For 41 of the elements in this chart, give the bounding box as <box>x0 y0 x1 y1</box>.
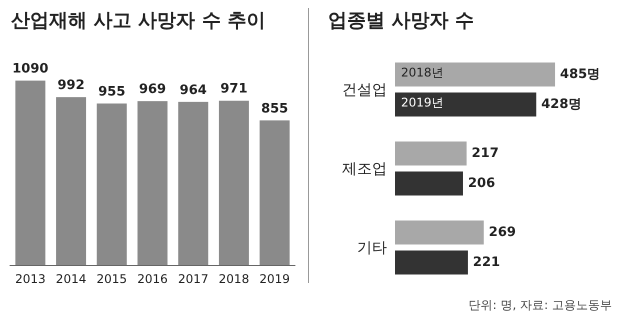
bar <box>395 142 467 166</box>
data-label: 269 <box>488 225 516 240</box>
series-label: 2019년 <box>401 96 444 110</box>
x-tick-label: 2019 <box>259 272 290 286</box>
bar <box>218 100 249 265</box>
data-label: 217 <box>472 146 499 161</box>
data-label: 485명 <box>560 67 600 82</box>
bar <box>96 103 127 265</box>
x-tick-label: 2017 <box>178 272 208 286</box>
y-tick-label: 제조업 <box>342 160 387 178</box>
data-label: 221 <box>472 255 500 270</box>
bar <box>395 250 468 274</box>
data-label: 971 <box>220 82 248 97</box>
x-tick-label: 2013 <box>15 272 46 286</box>
chart-title: 업종별 사망자 수 <box>328 10 474 32</box>
data-label: 955 <box>98 84 126 100</box>
bar <box>260 120 290 265</box>
bar <box>56 97 86 265</box>
x-tick-label: 2016 <box>137 272 168 286</box>
bar <box>395 62 556 86</box>
bar <box>395 172 463 196</box>
x-tick-label: 2014 <box>56 272 86 286</box>
bar <box>138 101 168 265</box>
data-label: 206 <box>468 176 496 191</box>
chart-title: 산업재해 사고 사망자 수 추이 <box>11 10 266 32</box>
data-label: 855 <box>261 101 288 116</box>
bar <box>395 220 484 244</box>
x-tick-label: 2018 <box>218 272 250 286</box>
data-label: 992 <box>58 78 85 94</box>
data-label: 969 <box>138 82 166 98</box>
data-label: 428명 <box>541 97 582 112</box>
bar <box>15 80 46 265</box>
text: 단위: 명, 자료: 고용노동부 <box>468 297 612 314</box>
y-tick-label: 건설업 <box>342 80 387 98</box>
data-label: 1090 <box>12 62 48 77</box>
data-label: 964 <box>180 82 207 98</box>
series-label: 2018년 <box>401 66 444 80</box>
y-tick-label: 기타 <box>357 238 387 256</box>
bar <box>395 92 536 116</box>
x-tick-label: 2015 <box>96 272 128 286</box>
bar <box>178 102 208 265</box>
